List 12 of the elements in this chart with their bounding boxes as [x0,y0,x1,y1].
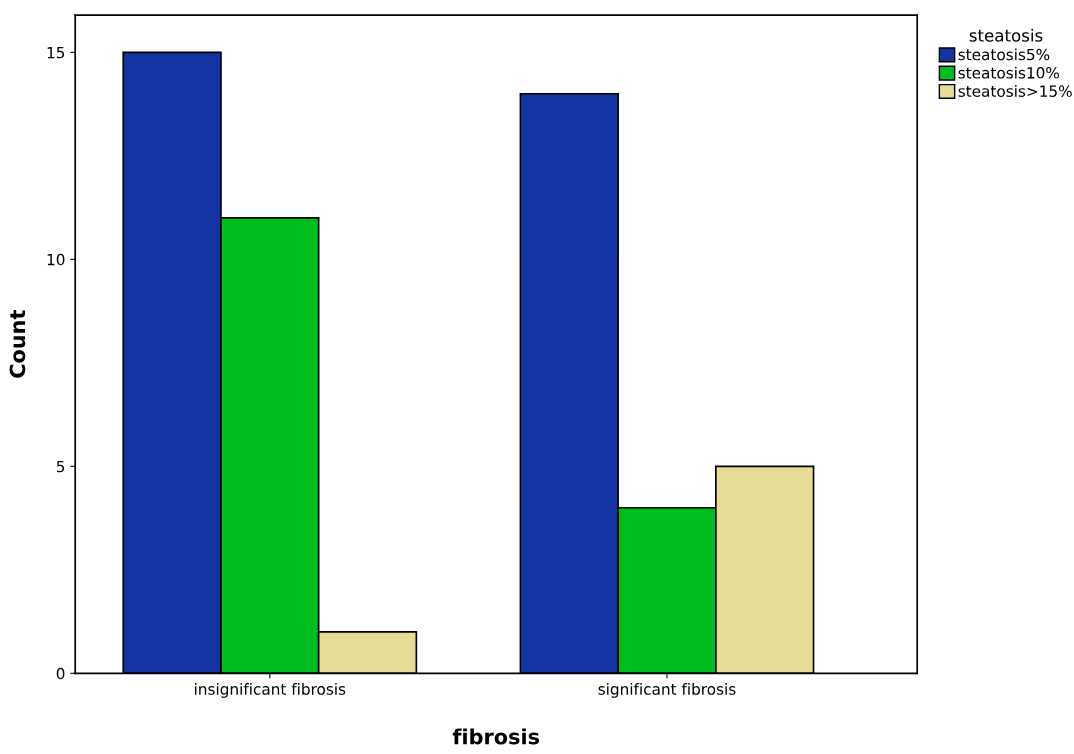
legend-label: steatosis10% [958,66,1060,79]
y-tick-label: 0 [56,667,65,680]
y-tick-label: 15 [47,47,65,59]
legend-label: steatosis5% [958,48,1050,61]
y-tick-label: 10 [47,253,65,266]
legend-label: steatosis>15% [958,85,1072,97]
legend-title: steatosis [969,28,1043,42]
x-axis-title: fibrosis [452,728,540,745]
y-axis-title: Count [9,310,26,378]
y-tick-label: 5 [56,460,65,473]
x-tick-label: significant fibrosis [598,683,736,698]
x-tick-label: insignificant fibrosis [195,683,346,698]
